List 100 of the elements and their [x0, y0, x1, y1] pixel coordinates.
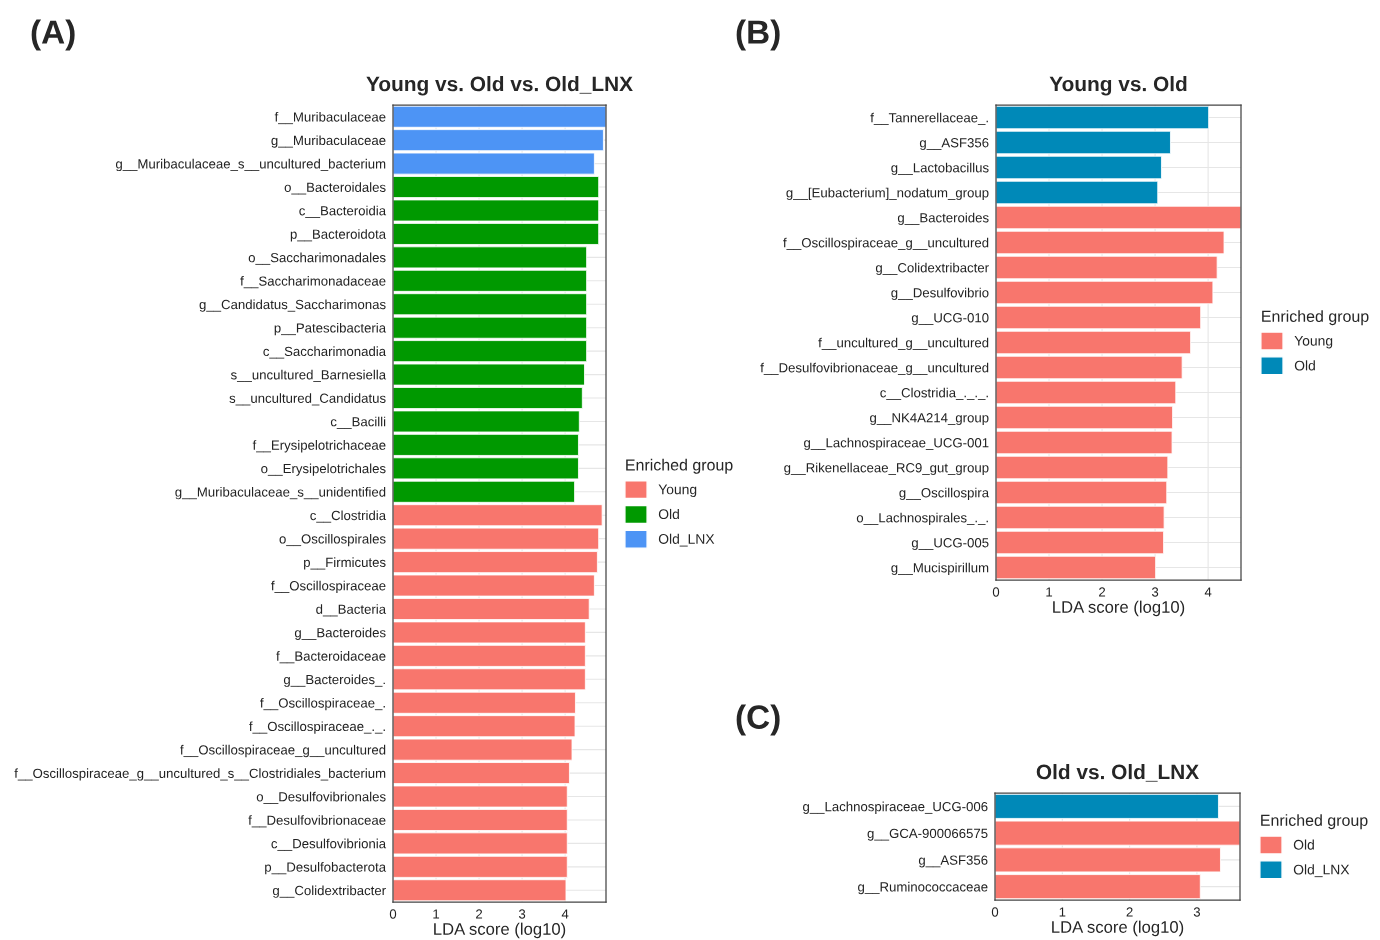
bar: [996, 455, 1169, 480]
y-tick-label: o__Saccharimonadales: [248, 252, 386, 265]
y-tick-label: o__Lachnospirales_._.: [856, 512, 988, 526]
y-tick-label: s__uncultured_Barnesiella: [230, 369, 387, 382]
x-tick-label: 1: [433, 909, 440, 919]
x-tick-label: 4: [1204, 587, 1212, 597]
y-tick-label: g__UCG-005: [911, 538, 989, 551]
bar: [996, 555, 1157, 580]
y-tick-label: d__Bacteria: [316, 604, 387, 617]
y-tick-label: f__Oscillospiraceae_._.: [249, 721, 385, 734]
legend-label: Young: [1294, 336, 1333, 349]
y-tick-label: f__Oscillospiraceae_g__uncultured_s__Clostridiales_bacterium: [14, 768, 386, 781]
y-tick-label: g__Candidatus_Saccharimonas: [199, 299, 386, 312]
bar: [996, 130, 1171, 155]
y-tick-label: p__Desulfobacterota: [265, 862, 387, 875]
bar: [996, 155, 1162, 180]
legend-label: Old: [1294, 360, 1315, 371]
y-tick-label: g__ASF356: [919, 138, 989, 151]
y-tick-label: g__Lachnospiraceae_UCG-001: [804, 437, 989, 451]
legend-label: Old: [658, 508, 679, 520]
text: (C): [736, 704, 780, 736]
y-tick-label: f__Desulfovibrionaceae: [248, 815, 386, 828]
legend-title: Enriched group: [1261, 814, 1368, 830]
y-tick-label: f__uncultured_g__uncultured: [818, 337, 989, 351]
y-tick-label: p__Bacteroidota: [290, 229, 387, 242]
y-tick-label: p__Firmicutes: [304, 557, 386, 570]
y-tick-label: f__Oscillospiraceae_g__uncultured: [180, 744, 386, 758]
y-tick-label: p__Patescibacteria: [274, 322, 387, 336]
bar: [996, 430, 1173, 455]
legend-title: Enriched group: [1262, 310, 1369, 326]
x-tick-label: 1: [1059, 907, 1066, 917]
y-tick-label: c__Bacilli: [330, 416, 386, 429]
bar: [996, 480, 1168, 505]
y-tick-label: g__Bacteroides_.: [283, 674, 385, 687]
y-tick-label: g__Lachnospiraceae_UCG-006: [803, 801, 988, 814]
y-tick-label: g__Oscillospira: [899, 487, 990, 501]
bar: [996, 105, 1210, 130]
x-tick-label: 4: [561, 909, 569, 919]
y-tick-label: g__ASF356: [918, 855, 988, 868]
x-axis-title: LDA score (log10): [434, 922, 566, 939]
y-tick-label: c__Bacteroidia: [299, 205, 387, 218]
y-tick-label: g__Bacteroides: [294, 627, 386, 640]
legend-label: Old: [1293, 839, 1314, 850]
bar: [996, 280, 1214, 305]
x-tick-label: 0: [992, 587, 1000, 597]
y-tick-label: o__Erysipelotrichales: [261, 463, 386, 476]
x-tick-label: 3: [1151, 587, 1159, 597]
x-axis-title: LDA score (log10): [1053, 600, 1185, 617]
y-tick-label: g__Lactobacillus: [891, 162, 989, 176]
y-tick-label: o__Desulfovibrionales: [256, 791, 386, 804]
y-tick-label: g__Muribaculaceae_s__uncultured_bacterium: [115, 158, 386, 172]
y-tick-label: g__GCA-900066575: [867, 828, 988, 841]
y-tick-label: g__Mucispirillum: [891, 562, 989, 576]
y-tick-label: o__Oscillospirales: [279, 533, 386, 547]
y-tick-label: g__Colidextribacter: [272, 885, 386, 898]
x-tick-label: 3: [1193, 907, 1201, 917]
y-tick-label: g__[Eubacterium]_nodatum_group: [786, 187, 989, 201]
y-tick-label: f__Bacteroidaceae: [276, 651, 386, 664]
bar: [996, 355, 1183, 380]
x-tick-label: 3: [518, 909, 526, 919]
y-tick-label: f__Tannerellaceae_.: [870, 112, 988, 125]
x-tick-label: 2: [1126, 907, 1133, 917]
y-tick-label: c__Desulfovibrionia: [271, 838, 387, 851]
y-tick-label: f__Saccharimonadaceae: [240, 276, 386, 289]
y-tick-label: f__Oscillospiraceae_g__uncultured: [783, 237, 989, 251]
legend-label: Young: [658, 484, 697, 498]
x-tick-label: 2: [1099, 587, 1106, 597]
y-tick-label: c__Clostridia_._._.: [880, 387, 988, 400]
y-tick-label: g__Rikenellaceae_RC9_gut_group: [784, 462, 989, 476]
x-tick-label: 2: [476, 909, 483, 919]
text: (A): [31, 19, 75, 51]
legend-label: Old_LNX: [658, 533, 715, 547]
y-tick-label: g__Bacteroides: [897, 212, 989, 226]
x-tick-label: 0: [991, 907, 999, 917]
y-tick-label: o__Bacteroidales: [284, 182, 386, 195]
y-tick-label: g__Muribaculaceae_s__unidentified: [175, 487, 386, 500]
y-tick-label: s__uncultured_Candidatus: [229, 393, 386, 406]
x-tick-label: 0: [389, 909, 397, 919]
bar: [996, 305, 1202, 330]
y-tick-label: f__Oscillospiraceae_.: [260, 697, 385, 711]
y-tick-label: f__Desulfovibrionaceae_g__uncultured: [760, 362, 989, 376]
chart-title: Young vs. Old vs. Old_LNX: [366, 76, 633, 96]
text: (B): [736, 19, 780, 51]
y-tick-label: g__Colidextribacter: [875, 262, 989, 276]
y-tick-label: g__Desulfovibrio: [891, 287, 989, 301]
y-tick-label: g__NK4A214_group: [870, 413, 989, 426]
bar: [996, 380, 1177, 405]
bar: [996, 255, 1218, 280]
y-tick-label: g__UCG-010: [911, 313, 989, 326]
bar: [996, 530, 1164, 555]
y-tick-label: c__Saccharimonadia: [263, 346, 387, 359]
y-tick-label: f__Oscillospiraceae: [271, 580, 386, 594]
x-axis-title: LDA score (log10): [1052, 920, 1184, 937]
y-tick-label: c__Clostridia: [310, 510, 387, 523]
bar: [996, 205, 1241, 230]
bar: [996, 405, 1174, 430]
chart-title: Young vs. Old: [1049, 76, 1187, 96]
legend-label: Old_LNX: [1293, 864, 1350, 878]
y-tick-label: g__Ruminococcaceae: [858, 881, 988, 895]
y-tick-label: g__Muribaculaceae: [271, 135, 386, 148]
